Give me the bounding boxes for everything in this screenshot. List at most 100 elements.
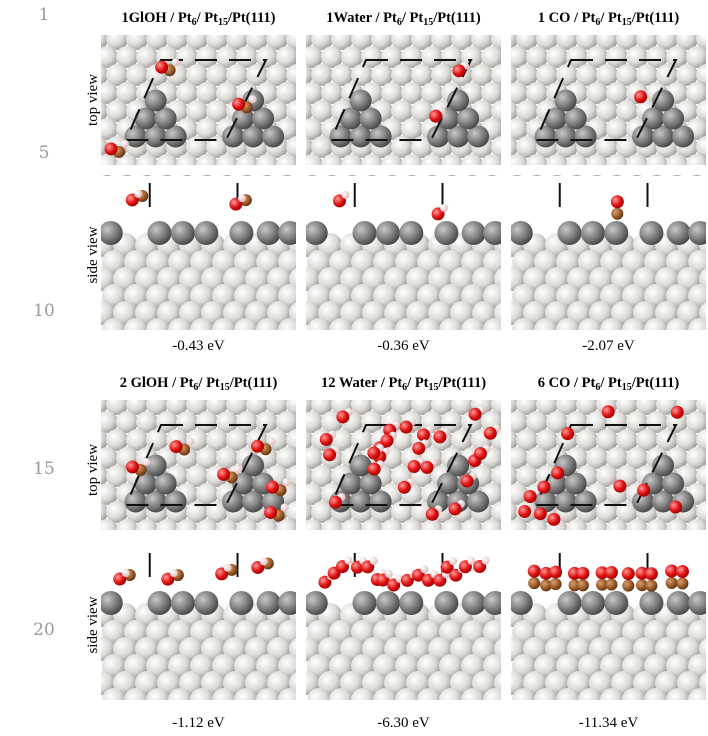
o-atom bbox=[634, 90, 647, 103]
pt-atom bbox=[441, 154, 463, 176]
title-part: /Pt(111) bbox=[229, 375, 278, 391]
o-atom bbox=[217, 468, 230, 481]
pt-atom bbox=[483, 688, 507, 712]
title-part: /Pt(111) bbox=[438, 375, 487, 391]
o-atom bbox=[461, 475, 474, 488]
pt-cluster-atom bbox=[462, 591, 486, 615]
pt-atom bbox=[461, 154, 483, 176]
pt-atom bbox=[196, 154, 218, 176]
c-atom bbox=[605, 579, 617, 591]
h-atom bbox=[283, 478, 291, 486]
o-atom bbox=[561, 427, 574, 440]
pt-atom bbox=[236, 154, 258, 176]
h-atom bbox=[482, 557, 490, 565]
pt-cluster-atom bbox=[555, 90, 577, 112]
pt-atom bbox=[622, 688, 646, 712]
o-atom bbox=[669, 501, 682, 514]
pt-cluster-atom bbox=[639, 591, 663, 615]
pt-atom bbox=[136, 519, 158, 541]
pt-cluster-atom bbox=[194, 591, 218, 615]
pt-cluster-atom bbox=[639, 221, 663, 245]
o-atom bbox=[408, 460, 421, 473]
pt-atom bbox=[461, 318, 485, 342]
o-atom bbox=[421, 461, 434, 474]
subscript: 15 bbox=[429, 382, 439, 393]
pt-cluster-atom bbox=[558, 221, 582, 245]
pt-atom bbox=[586, 519, 608, 541]
c-atom bbox=[550, 578, 562, 590]
figure: 15101520top viewside viewtop viewside vi… bbox=[0, 0, 708, 736]
title-part: / Pt bbox=[599, 375, 622, 391]
panel-title: 6 CO / Pt6/ Pt15/Pt(111) bbox=[538, 375, 680, 393]
subscript: 15 bbox=[622, 382, 632, 393]
line-number: 10 bbox=[33, 301, 55, 321]
pt-atom bbox=[481, 154, 503, 176]
o-atom bbox=[400, 421, 413, 434]
pt-atom bbox=[156, 154, 178, 176]
o-atom bbox=[524, 490, 537, 503]
title-part: /Pt(111) bbox=[631, 10, 680, 26]
o-atom bbox=[484, 427, 497, 440]
pt-atom bbox=[506, 519, 528, 541]
row-label: side view bbox=[85, 226, 101, 283]
title-part: / Pt bbox=[196, 10, 219, 26]
panel-title: 1Water / Pt6/ Pt15/Pt(111) bbox=[326, 10, 481, 28]
pt-atom bbox=[196, 519, 218, 541]
o-atom bbox=[398, 481, 411, 494]
c-atom bbox=[528, 577, 540, 589]
h-atom bbox=[172, 58, 180, 66]
pt-cluster-atom bbox=[148, 591, 172, 615]
pt-atom bbox=[417, 688, 441, 712]
pt-atom bbox=[146, 318, 170, 342]
pt-cluster-atom bbox=[399, 221, 423, 245]
pt-atom bbox=[666, 154, 688, 176]
pt-atom bbox=[341, 519, 363, 541]
pt-atom bbox=[156, 519, 178, 541]
panel bbox=[291, 28, 529, 342]
c-atom bbox=[577, 579, 589, 591]
pt-atom bbox=[256, 154, 278, 176]
pt-atom bbox=[381, 154, 403, 176]
pt-atom bbox=[646, 519, 668, 541]
subscript: 15 bbox=[218, 17, 228, 28]
o-atom bbox=[474, 447, 487, 460]
pt-cluster-atom bbox=[145, 90, 167, 112]
pt-cluster-atom bbox=[194, 221, 218, 245]
pt-cluster-atom bbox=[148, 221, 172, 245]
pt-atom bbox=[256, 519, 278, 541]
pt-atom bbox=[461, 688, 485, 712]
pt-atom bbox=[526, 154, 548, 176]
pt-atom bbox=[401, 154, 423, 176]
pt-atom bbox=[439, 318, 463, 342]
pt-cluster-atom bbox=[434, 221, 458, 245]
title-part: / Pt bbox=[401, 10, 424, 26]
pt-cluster-atom bbox=[509, 221, 533, 245]
pt-atom bbox=[341, 154, 363, 176]
title-part: /Pt(111) bbox=[227, 10, 276, 26]
pt-atom bbox=[556, 688, 580, 712]
h-atom bbox=[342, 191, 350, 199]
o-atom bbox=[576, 567, 589, 580]
title-part: /Pt(111) bbox=[631, 375, 680, 391]
o-atom bbox=[645, 567, 658, 580]
pt-cluster-atom bbox=[229, 591, 253, 615]
o-atom bbox=[549, 566, 562, 579]
o-atom bbox=[126, 461, 139, 474]
pt-atom bbox=[512, 688, 536, 712]
pt-atom bbox=[566, 154, 588, 176]
pt-atom bbox=[351, 688, 375, 712]
o-atom bbox=[547, 513, 560, 526]
o-atom bbox=[452, 64, 465, 77]
title-part: /Pt(111) bbox=[432, 10, 481, 26]
pt-atom bbox=[256, 688, 280, 712]
pt-atom bbox=[534, 688, 558, 712]
pt-atom bbox=[686, 154, 708, 176]
c-atom bbox=[666, 577, 678, 589]
o-atom bbox=[170, 440, 183, 453]
pt-atom bbox=[512, 318, 536, 342]
pt-atom bbox=[361, 519, 383, 541]
pt-cluster-atom bbox=[99, 591, 123, 615]
o-atom bbox=[537, 481, 550, 494]
o-atom bbox=[637, 484, 650, 497]
pt-cluster-atom bbox=[509, 591, 533, 615]
